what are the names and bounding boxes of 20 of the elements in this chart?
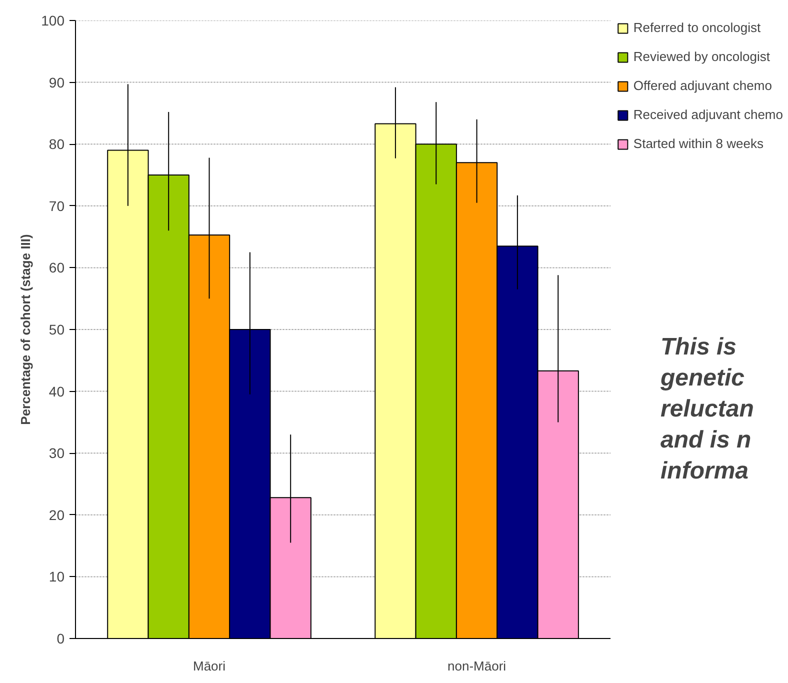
y-tick-label: 40 xyxy=(48,383,65,400)
y-tick-label: 70 xyxy=(48,198,65,214)
legend-label: Offered adjuvant chemo xyxy=(633,78,772,93)
y-tick-label: 50 xyxy=(48,322,65,338)
y-tick-label: 30 xyxy=(48,445,65,462)
x-tick-label: non-Māori xyxy=(448,658,506,674)
y-tick-label: 20 xyxy=(48,506,65,523)
y-tick-label: 90 xyxy=(48,74,65,90)
legend-label: Received adjuvant chemo xyxy=(633,107,783,122)
legend-label: Started within 8 weeks xyxy=(633,136,764,151)
y-tick-label: 100 xyxy=(41,12,65,28)
legend-label: Reviewed by oncologist xyxy=(633,49,770,64)
y-tick-label: 60 xyxy=(48,260,65,276)
legend-label: Referred to oncologist xyxy=(633,20,761,35)
x-tick-label: Māori xyxy=(193,658,226,674)
text: This is genetic reluctan and is n informa xyxy=(660,334,754,485)
y-tick-label: 0 xyxy=(56,630,65,646)
y-axis-title: Percentage of cohort (stage III) xyxy=(18,234,34,425)
y-tick-label: 80 xyxy=(48,136,65,152)
y-tick-label: 10 xyxy=(48,568,65,585)
